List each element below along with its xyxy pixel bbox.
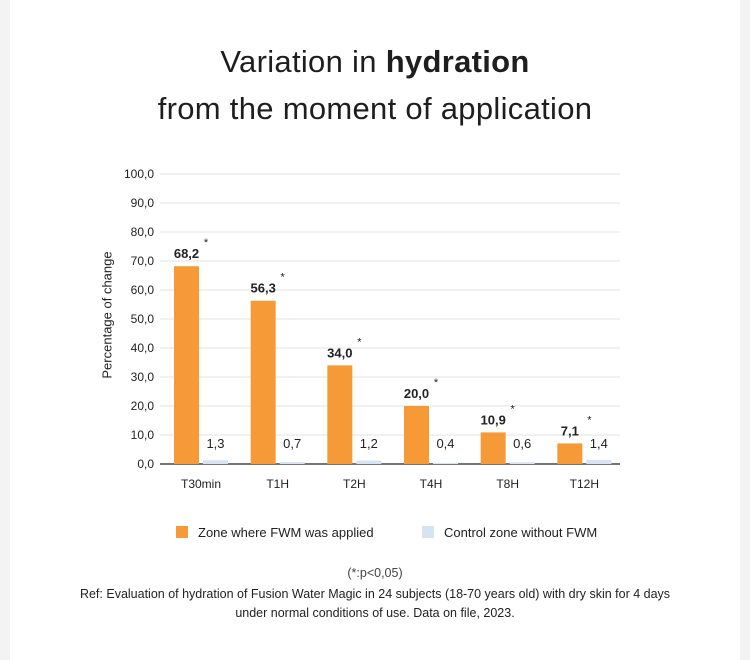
legend-item-applied: Zone where FWM was applied	[176, 522, 374, 542]
bar-control	[586, 459, 612, 464]
bar-control	[279, 461, 305, 464]
bar-control	[356, 460, 382, 464]
reference-line-1: Ref: Evaluation of hydration of Fusion W…	[79, 587, 671, 601]
bar-applied	[174, 266, 199, 464]
data-label-control: 0,7	[283, 436, 301, 451]
bar-chart: 0,0 10,0 20,0 30,0 40,0 50,0 60,0 70,0 80,0 90,0 1…	[124, 167, 620, 491]
y-tick-label: 90,0	[131, 196, 155, 210]
chart-card: Variation in hydration from the moment o…	[10, 0, 740, 660]
significance-marker: *	[281, 272, 286, 284]
bar-control	[433, 462, 458, 464]
significance-marker: *	[434, 377, 439, 389]
legend-swatch-control	[422, 526, 434, 538]
title-line-1: Variation in hydration	[10, 38, 740, 85]
legend-swatch-applied	[176, 526, 188, 538]
data-label-applied: 10,9	[481, 412, 506, 427]
y-tick-label: 80,0	[131, 225, 155, 239]
significance-note: (*:p<0,05)	[347, 566, 403, 580]
x-tick-label: T30min	[181, 477, 221, 491]
bar-applied	[327, 365, 353, 464]
y-tick-label: 60,0	[131, 283, 155, 297]
bar-applied	[404, 406, 429, 464]
y-tick-label: 20,0	[131, 399, 155, 413]
bar-applied	[480, 432, 506, 464]
reference-note: Ref: Evaluation of hydration of Fusion W…	[10, 585, 740, 623]
legend-item-control: Control zone without FWM	[422, 522, 597, 542]
bar-control	[509, 462, 535, 464]
bar-control	[203, 460, 228, 464]
y-tick-label: 40,0	[131, 341, 155, 355]
y-axis-label: Percentage of change	[99, 251, 115, 379]
title-bold-word: hydration	[385, 44, 530, 79]
legend-label-control: Control zone without FWM	[444, 524, 598, 540]
data-label-control: 1,4	[590, 436, 608, 451]
bar-applied	[250, 300, 276, 464]
data-label-applied: 20,0	[404, 386, 429, 401]
chart-title: Variation in hydration from the moment o…	[10, 38, 740, 132]
y-tick-label: 50,0	[131, 312, 155, 326]
title-line-2: from the moment of application	[157, 91, 593, 126]
y-tick-label: 0,0	[137, 457, 154, 471]
significance-marker: *	[511, 403, 516, 415]
significance-marker: *	[204, 237, 209, 249]
legend-label-applied: Zone where FWM was applied	[198, 524, 374, 540]
reference-line-2: under normal conditions of use. Data on …	[235, 606, 515, 620]
significance-marker: *	[357, 336, 362, 348]
significance-marker: *	[587, 414, 592, 426]
data-label-applied: 34,0	[327, 345, 352, 360]
x-tick-label: T2H	[343, 477, 366, 491]
y-tick-label: 10,0	[131, 428, 155, 442]
y-tick-label: 100,0	[124, 167, 154, 181]
data-label-control: 0,4	[436, 436, 454, 451]
data-label-applied: 68,2	[174, 246, 199, 261]
x-tick-label: T12H	[570, 477, 599, 491]
data-label-control: 1,3	[206, 436, 224, 451]
x-tick-label: T8H	[496, 477, 519, 491]
data-label-applied: 7,1	[561, 423, 579, 438]
y-tick-label: 70,0	[131, 254, 155, 268]
y-tick-label: 30,0	[131, 370, 155, 384]
data-label-control: 1,2	[360, 436, 378, 451]
x-tick-label: T1H	[266, 477, 289, 491]
x-tick-label: T4H	[420, 477, 443, 491]
data-label-control: 0,6	[513, 436, 531, 451]
title-prefix: Variation in	[220, 44, 386, 79]
bar-applied	[557, 443, 583, 464]
data-label-applied: 56,3	[251, 281, 276, 296]
